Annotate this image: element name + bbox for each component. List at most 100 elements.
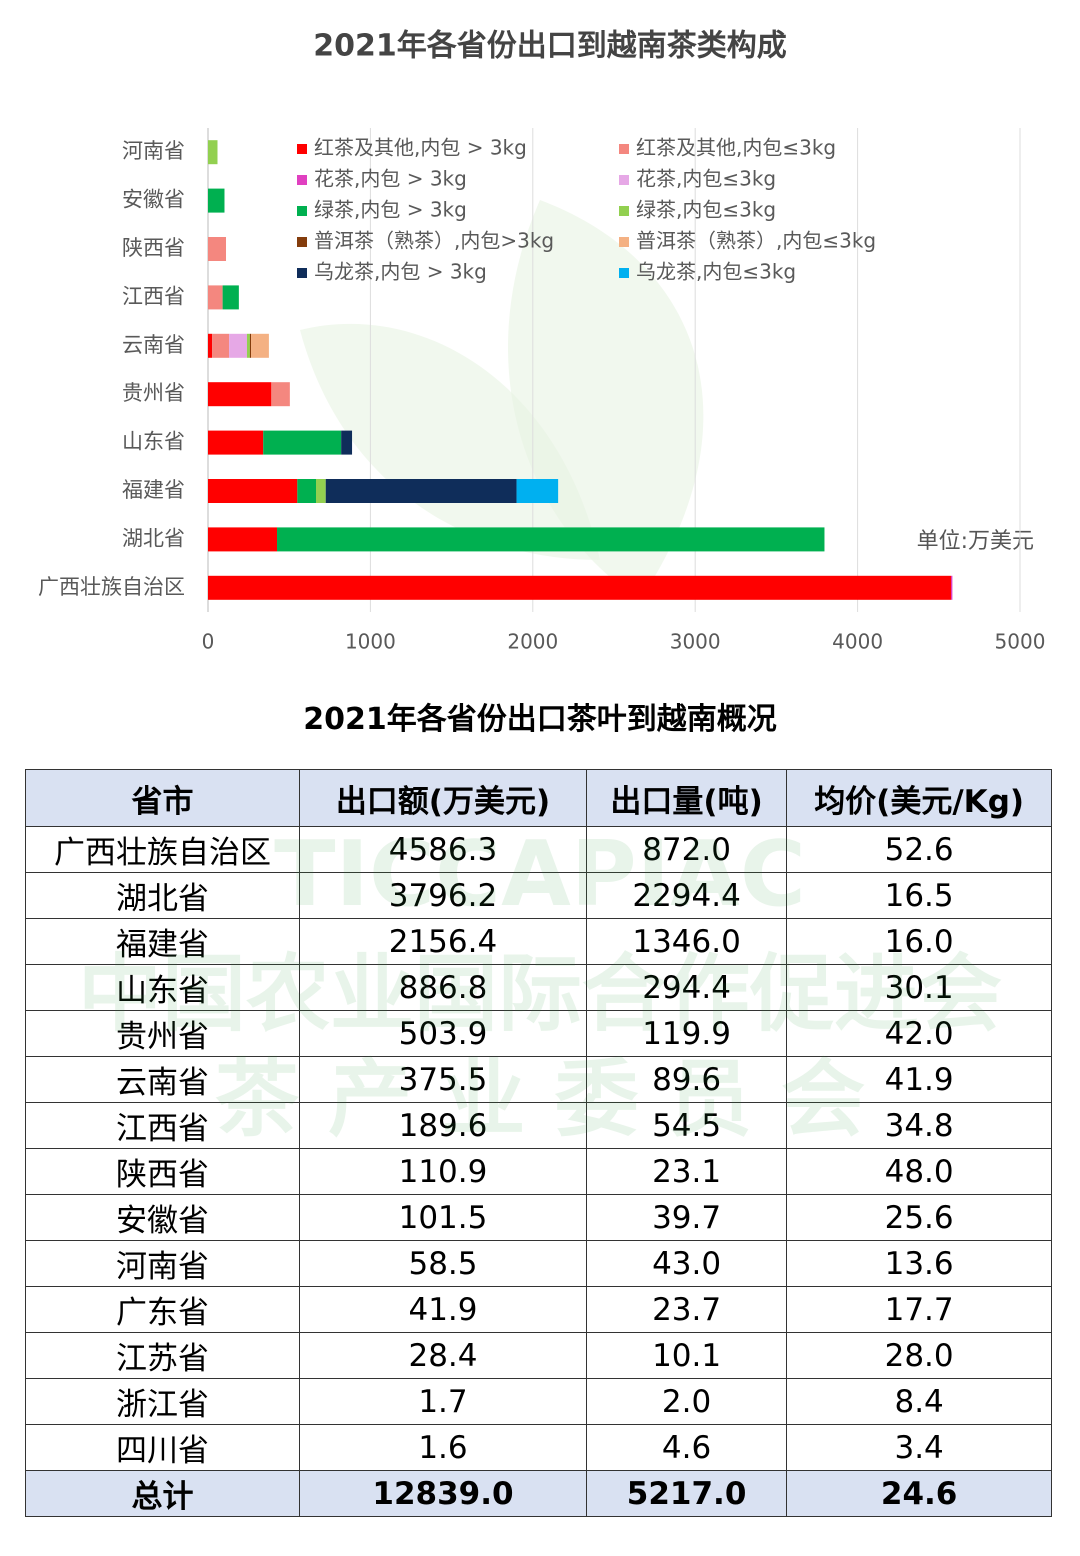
- y-tick-label: 贵州省: [122, 381, 185, 405]
- table-cell: 23.7: [585, 1286, 788, 1333]
- table-cell: 23.1: [585, 1148, 788, 1195]
- y-tick-label: 河南省: [122, 139, 185, 163]
- y-tick-label: 广西壮族自治区: [38, 575, 185, 599]
- y-tick-label: 湖北省: [122, 526, 185, 550]
- legend-swatch: [619, 144, 629, 154]
- legend-label: 绿茶,内包 > 3kg: [314, 198, 467, 222]
- table-cell: 52.6: [786, 826, 1052, 873]
- table-row: 湖北省 3796.2 2294.4 16.5: [24, 872, 1052, 919]
- bar-segment: [208, 575, 951, 600]
- bar-segment: [950, 575, 953, 600]
- table-cell: 28.0: [786, 1332, 1052, 1379]
- table-cell: 12839.0: [299, 1470, 587, 1517]
- data-table: 省市 出口额(万美元) 出口量(吨) 均价(美元/Kg) 广西壮族自治区 4586.3 87…: [24, 769, 1052, 1517]
- bar-segment: [208, 479, 298, 503]
- table-row: 江苏省 28.4 10.1 28.0: [24, 1332, 1052, 1379]
- table-cell: 872.0: [585, 826, 788, 873]
- table-row: 福建省 2156.4 1346.0 16.0: [24, 918, 1052, 965]
- unit-note: 单位:万美元: [917, 529, 1034, 554]
- legend-swatch: [297, 144, 307, 154]
- legend-swatch: [619, 268, 629, 278]
- bar-segment: [222, 285, 239, 310]
- bar-segment: [208, 527, 278, 552]
- table-row: 广西壮族自治区 4586.3 872.0 52.6: [24, 826, 1052, 873]
- table-cell: 119.9: [585, 1010, 788, 1057]
- table-cell: 8.4: [786, 1378, 1052, 1425]
- table-cell: 34.8: [786, 1102, 1052, 1149]
- legend-swatch: [297, 206, 307, 216]
- legend-label: 普洱茶（熟茶）,内包>3kg: [314, 229, 554, 253]
- legend-swatch: [619, 237, 629, 247]
- table-cell: 41.9: [299, 1286, 587, 1333]
- table-row: 总计 12839.0 5217.0 24.6: [24, 1470, 1052, 1517]
- x-tick-label: 2000: [507, 630, 558, 654]
- bar-segment: [315, 479, 326, 503]
- table-cell: 1346.0: [585, 918, 788, 965]
- bar-segment: [297, 479, 316, 503]
- y-tick-label: 陕西省: [122, 236, 185, 260]
- table-cell: 58.5: [299, 1240, 587, 1287]
- table-row: 陕西省 110.9 23.1 48.0: [24, 1148, 1052, 1195]
- legend-label: 乌龙茶,内包 > 3kg: [314, 260, 487, 284]
- table-cell: 375.5: [299, 1056, 587, 1103]
- table-cell: 云南省: [24, 1056, 301, 1103]
- table-cell: 294.4: [585, 964, 788, 1011]
- table-row: 省市 出口额(万美元) 出口量(吨) 均价(美元/Kg): [24, 769, 1052, 827]
- legend-label: 花茶,内包 > 3kg: [314, 167, 467, 191]
- x-tick-label: 0: [202, 630, 215, 654]
- legend-label: 普洱茶（熟茶）,内包≤3kg: [636, 229, 876, 253]
- table-cell: 浙江省: [24, 1378, 301, 1425]
- legend-swatch: [297, 268, 307, 278]
- table-cell: 出口量(吨): [585, 769, 788, 827]
- bar-segment: [341, 430, 353, 455]
- table-cell: 5217.0: [585, 1470, 788, 1517]
- x-tick-label: 1000: [345, 630, 396, 654]
- legend-label: 红茶及其他,内包≤3kg: [636, 136, 836, 160]
- table-cell: 503.9: [299, 1010, 587, 1057]
- bar-segment: [208, 188, 225, 213]
- chart-title: 2021年各省份出口到越南茶类构成: [313, 29, 787, 64]
- table-cell: 10.1: [585, 1332, 788, 1379]
- table-cell: 1.6: [299, 1424, 587, 1471]
- table-cell: 山东省: [24, 964, 301, 1011]
- x-tick-label: 5000: [995, 630, 1046, 654]
- table-row: 安徽省 101.5 39.7 25.6: [24, 1194, 1052, 1241]
- table-cell: 48.0: [786, 1148, 1052, 1195]
- bar-segment: [208, 382, 272, 407]
- table-cell: 省市: [24, 769, 301, 827]
- table-cell: 贵州省: [24, 1010, 301, 1057]
- table-cell: 陕西省: [24, 1148, 301, 1195]
- legend-label: 花茶,内包≤3kg: [636, 167, 776, 191]
- legend-label: 乌龙茶,内包≤3kg: [636, 260, 796, 284]
- table-cell: 89.6: [585, 1056, 788, 1103]
- bar-segment: [516, 479, 559, 503]
- y-tick-label: 云南省: [122, 333, 185, 357]
- table-cell: 2.0: [585, 1378, 788, 1425]
- table-cell: 43.0: [585, 1240, 788, 1287]
- table-cell: 101.5: [299, 1194, 587, 1241]
- legend-swatch: [297, 175, 307, 185]
- bar-segment: [251, 333, 269, 358]
- bar-segment: [249, 333, 252, 358]
- y-tick-label: 江西省: [122, 284, 185, 308]
- table-cell: 湖北省: [24, 872, 301, 919]
- bar-segment: [208, 333, 213, 358]
- bar-segment: [325, 479, 517, 503]
- table-cell: 189.6: [299, 1102, 587, 1149]
- table-cell: 41.9: [786, 1056, 1052, 1103]
- table-cell: 16.0: [786, 918, 1052, 965]
- table-cell: 17.7: [786, 1286, 1052, 1333]
- table-cell: 河南省: [24, 1240, 301, 1287]
- table-cell: 3796.2: [299, 872, 587, 919]
- y-tick-label: 安徽省: [122, 188, 185, 212]
- table-cell: 39.7: [585, 1194, 788, 1241]
- table-cell: 出口额(万美元): [299, 769, 587, 827]
- table-cell: 4586.3: [299, 826, 587, 873]
- table-row: 四川省 1.6 4.6 3.4: [24, 1424, 1052, 1471]
- y-tick-label: 山东省: [122, 430, 185, 454]
- bar-segment: [212, 333, 230, 358]
- table-cell: 2156.4: [299, 918, 587, 965]
- bar-segment: [208, 237, 227, 261]
- table-cell: 1.7: [299, 1378, 587, 1425]
